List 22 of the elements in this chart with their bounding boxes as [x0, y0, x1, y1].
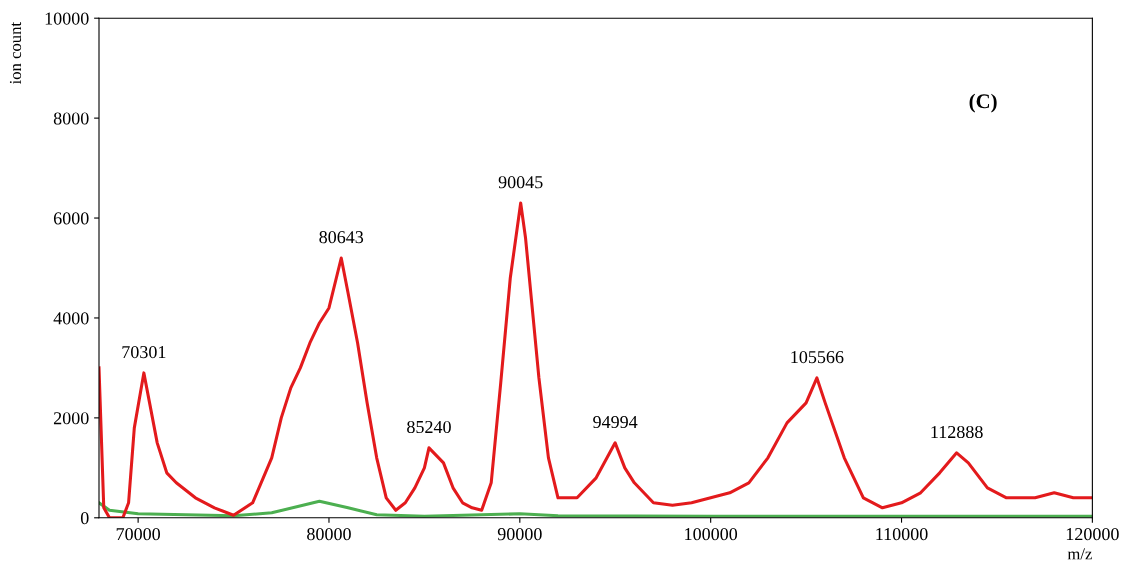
annotation: 112888: [931, 425, 983, 439]
annotation: 94994: [593, 415, 638, 429]
y-axis-title: ion count: [9, 22, 22, 85]
annotation: 80643: [319, 231, 364, 244]
x-tick-label: 70000: [116, 528, 161, 541]
x-axis-title: m/z: [1067, 548, 1092, 560]
x-tick-label: 110000: [876, 528, 928, 541]
y-tick-label: 10000: [45, 12, 89, 25]
annotation: 85240: [407, 420, 451, 434]
annotation: 105566: [791, 350, 844, 364]
y-tick-label: 0: [80, 512, 89, 525]
y-tick-label: 8000: [53, 112, 89, 125]
annotation: 90045: [498, 176, 543, 189]
x-tick-label: 120000: [1066, 528, 1119, 541]
annotation: (C): [969, 93, 997, 113]
x-tick-label: 90000: [497, 528, 542, 541]
y-tick-label: 2000: [53, 412, 89, 425]
y-tick-label: 6000: [53, 212, 89, 225]
annotation: 70301: [122, 345, 166, 359]
x-tick-label: 80000: [307, 528, 351, 541]
y-tick-label: 4000: [53, 312, 89, 325]
x-tick-label: 100000: [685, 528, 738, 541]
